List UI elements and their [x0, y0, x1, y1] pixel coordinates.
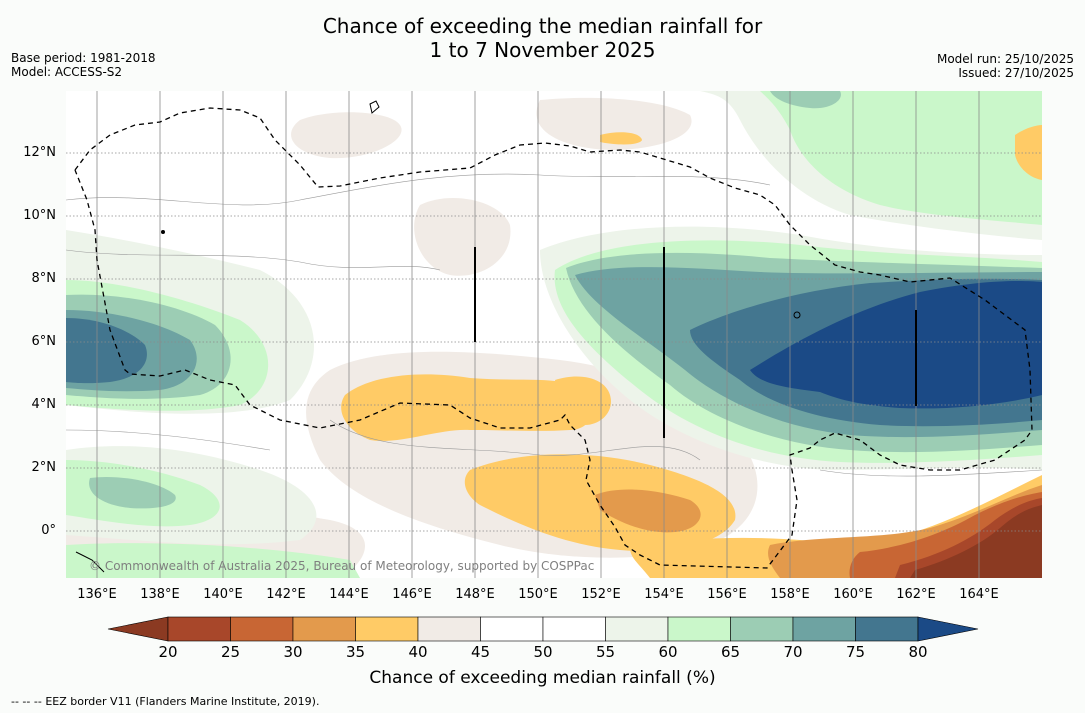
lat-label: 2°N: [31, 460, 57, 475]
title-line-2: 1 to 7 November 2025: [429, 38, 656, 62]
title-line-1: Chance of exceeding the median rainfall …: [322, 14, 763, 38]
field-region-65-70: [89, 476, 176, 509]
field-region-below-20: [910, 505, 1042, 578]
base-period: Base period: 1981-2018: [11, 51, 156, 65]
run-info: Model run: 25/10/2025 Issued: 27/10/2025: [937, 52, 1074, 80]
colorbar-bin: [167, 616, 231, 642]
lon-label: 140°E: [203, 587, 243, 602]
model-info: Base period: 1981-2018 Model: ACCESS-S2: [11, 51, 156, 79]
colorbar-tick: 70: [783, 643, 803, 661]
colorbar-tick: 45: [470, 643, 491, 661]
model-name: Model: ACCESS-S2: [11, 65, 123, 79]
lon-label: 150°E: [518, 587, 558, 602]
colorbar-tick: 25: [220, 643, 241, 661]
colorbar-bin: [730, 616, 794, 642]
field-region-35-40: [1015, 125, 1042, 180]
colorbar-tick: 20: [158, 643, 178, 661]
colorbar-bin: [292, 616, 356, 642]
colorbar-bin: [355, 616, 419, 642]
colorbar-bin: [855, 616, 919, 642]
colorbar-tick: 40: [408, 643, 428, 661]
colorbar-bin: [667, 616, 731, 642]
colorbar-tick: 35: [345, 643, 366, 661]
lon-label: 136°E: [77, 587, 117, 602]
colorbar-tick: 65: [720, 643, 741, 661]
copyright-credit: © Commonwealth of Australia 2025, Bureau…: [89, 559, 595, 573]
eez-border: [74, 107, 1033, 569]
colorbar-title: Chance of exceeding median rainfall (%): [369, 668, 716, 688]
graticule: [66, 91, 1042, 578]
field-region-45-50: [414, 197, 511, 276]
field-region-45-50: [291, 112, 402, 159]
field-region-above-80: [750, 281, 1042, 409]
colorbar-extend-below: [107, 616, 169, 642]
colorbar-bin: [417, 616, 481, 642]
lat-label: 0°: [41, 523, 56, 538]
lon-label: 158°E: [770, 587, 810, 602]
colorbar-bin: [230, 616, 294, 642]
eez-legend: -- -- -- EEZ border V11 (Flanders Marine…: [11, 695, 319, 708]
colorbar-tick: 80: [908, 643, 928, 661]
colorbar-bin: [792, 616, 856, 642]
contour-lines: [66, 173, 1042, 477]
lon-label: 160°E: [833, 587, 873, 602]
colorbar-tick: 50: [533, 643, 553, 661]
lon-label: 162°E: [896, 587, 936, 602]
colorbar-extend-above: [917, 616, 979, 642]
colorbar-bin: [605, 616, 669, 642]
lon-label: 156°E: [707, 587, 747, 602]
lon-label: 148°E: [455, 587, 495, 602]
island-outline: [369, 100, 380, 114]
rainfall-probability-field: [66, 91, 1042, 578]
eez-legend-symbol: -- -- --: [11, 695, 42, 708]
issued-date: Issued: 27/10/2025: [958, 66, 1074, 80]
field-region-60-65: [66, 543, 360, 578]
lon-label: 146°E: [392, 587, 432, 602]
colorbar-tick: 75: [845, 643, 866, 661]
field-region-30-35: [595, 489, 701, 533]
colorbar-tick: 60: [658, 643, 678, 661]
field-region-35-40: [555, 376, 611, 425]
lon-label: 152°E: [581, 587, 621, 602]
island-outline: [793, 311, 801, 319]
colorbar: [107, 616, 979, 642]
field-region-35-40: [341, 374, 594, 441]
model-run-date: Model run: 25/10/2025: [936, 52, 1074, 66]
field-region-35-40: [600, 132, 642, 145]
lon-label: 154°E: [644, 587, 684, 602]
colorbar-bin: [480, 616, 544, 642]
field-region-60-65: [760, 91, 1042, 225]
field-region-65-70: [770, 91, 841, 109]
colorbar-bin: [542, 616, 606, 642]
eez-legend-text: EEZ border V11 (Flanders Marine Institut…: [45, 695, 320, 708]
island-dot: [161, 230, 165, 234]
lat-label: 12°N: [23, 145, 56, 160]
lon-label: 164°E: [959, 587, 999, 602]
lon-label: 144°E: [329, 587, 369, 602]
map-title: Chance of exceeding the median rainfall …: [0, 14, 1085, 62]
field-region-45-50: [536, 97, 692, 150]
lat-label: 4°N: [31, 397, 57, 412]
island-outline: [75, 551, 105, 573]
lat-label: 8°N: [31, 271, 57, 286]
colorbar-tick: 55: [595, 643, 616, 661]
lat-label: 6°N: [31, 334, 57, 349]
colorbar-tick: 30: [283, 643, 303, 661]
lat-label: 10°N: [23, 208, 56, 223]
lon-label: 142°E: [266, 587, 306, 602]
field-region-75-80: [66, 318, 147, 384]
lon-label: 138°E: [140, 587, 180, 602]
